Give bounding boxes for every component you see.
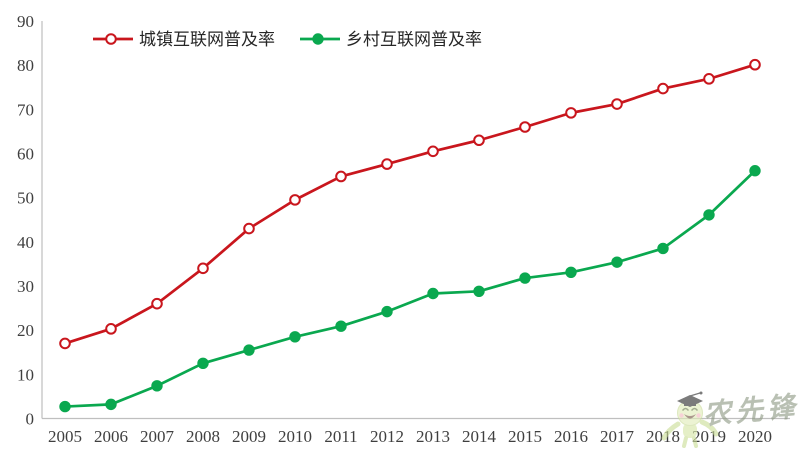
y-tick-label: 30 — [17, 277, 34, 296]
x-tick-label: 2012 — [370, 427, 404, 446]
y-tick-label: 70 — [17, 100, 34, 119]
watermark: 农先锋 — [661, 391, 800, 448]
data-point-marker — [657, 242, 669, 255]
series-line — [63, 169, 757, 408]
legend-item: 乡村互联网普及率 — [300, 30, 482, 49]
data-point-marker — [105, 398, 117, 411]
mascot-smile — [684, 414, 696, 419]
data-point-marker — [381, 305, 393, 318]
data-point-marker — [519, 272, 531, 284]
mascot-right-arm — [699, 419, 719, 437]
y-tick-label: 90 — [17, 12, 34, 31]
data-point-marker — [427, 287, 439, 300]
y-tick-label: 0 — [26, 410, 35, 429]
mascot-cap-band — [684, 401, 696, 406]
data-point-marker — [427, 145, 439, 158]
x-tick-label: 2011 — [324, 427, 357, 446]
x-tick-label: 2007 — [140, 427, 175, 446]
x-tick-label: 2020 — [738, 427, 772, 446]
data-point-marker — [473, 134, 485, 147]
data-point-marker — [473, 285, 485, 297]
x-tick-label: 2010 — [278, 427, 312, 446]
series-line — [63, 63, 757, 345]
mascot-left-arm — [661, 421, 681, 441]
mascot-cap-tassel-end — [699, 391, 703, 395]
y-tick-label: 50 — [17, 189, 34, 208]
data-point-marker — [197, 357, 209, 369]
watermark-text: 农先锋 — [702, 391, 800, 431]
y-tick-label: 60 — [17, 145, 34, 164]
y-tick-label: 10 — [17, 365, 34, 384]
data-point-marker — [335, 320, 347, 332]
x-tick-label: 2005 — [48, 427, 82, 446]
mascot-legs — [682, 436, 698, 448]
data-point-marker — [151, 297, 163, 310]
data-point-marker — [59, 337, 71, 350]
data-point-marker — [105, 323, 117, 335]
data-point-marker — [335, 170, 347, 183]
x-tick-label: 2009 — [232, 427, 266, 446]
data-point-marker — [289, 194, 301, 206]
series-urban — [59, 58, 761, 350]
legend-label: 城镇互联网普及率 — [139, 30, 275, 49]
data-point-marker — [611, 256, 623, 268]
x-tick-label: 2006 — [94, 427, 128, 446]
x-tick-label: 2014 — [462, 427, 497, 446]
mascot-cheek-right — [696, 413, 701, 418]
legend-marker — [105, 33, 117, 45]
x-tick-label: 2016 — [554, 427, 588, 446]
data-point-marker — [197, 262, 209, 275]
data-point-marker — [703, 73, 715, 85]
legend-item: 城镇互联网普及率 — [93, 30, 275, 49]
data-point-marker — [381, 158, 393, 170]
x-tick-label: 2017 — [600, 427, 635, 446]
data-point-marker — [565, 107, 577, 119]
y-tick-label: 20 — [17, 321, 34, 340]
data-point-marker — [59, 400, 71, 413]
data-point-marker — [749, 58, 761, 71]
data-point-marker — [703, 209, 715, 221]
legend-label: 乡村互联网普及率 — [346, 30, 482, 49]
y-tick-label: 80 — [17, 56, 34, 75]
data-point-marker — [749, 165, 761, 177]
x-tick-label: 2013 — [416, 427, 450, 446]
data-point-marker — [243, 222, 255, 235]
data-point-marker — [519, 121, 531, 133]
data-point-marker — [243, 344, 255, 356]
x-tick-label: 2008 — [186, 427, 220, 446]
mascot-body — [683, 423, 697, 438]
data-point-marker — [289, 331, 301, 343]
series-rural — [59, 165, 761, 413]
x-tick-label: 2015 — [508, 427, 542, 446]
data-point-marker — [565, 266, 577, 279]
y-tick-label: 40 — [17, 233, 34, 252]
legend-marker — [312, 33, 324, 45]
data-point-marker — [657, 82, 669, 95]
data-point-marker — [611, 98, 623, 110]
mascot-cap-tassel — [689, 392, 701, 397]
mascot-cheek-left — [679, 413, 684, 418]
data-point-marker — [151, 380, 163, 392]
mascot-eyes — [682, 407, 698, 411]
